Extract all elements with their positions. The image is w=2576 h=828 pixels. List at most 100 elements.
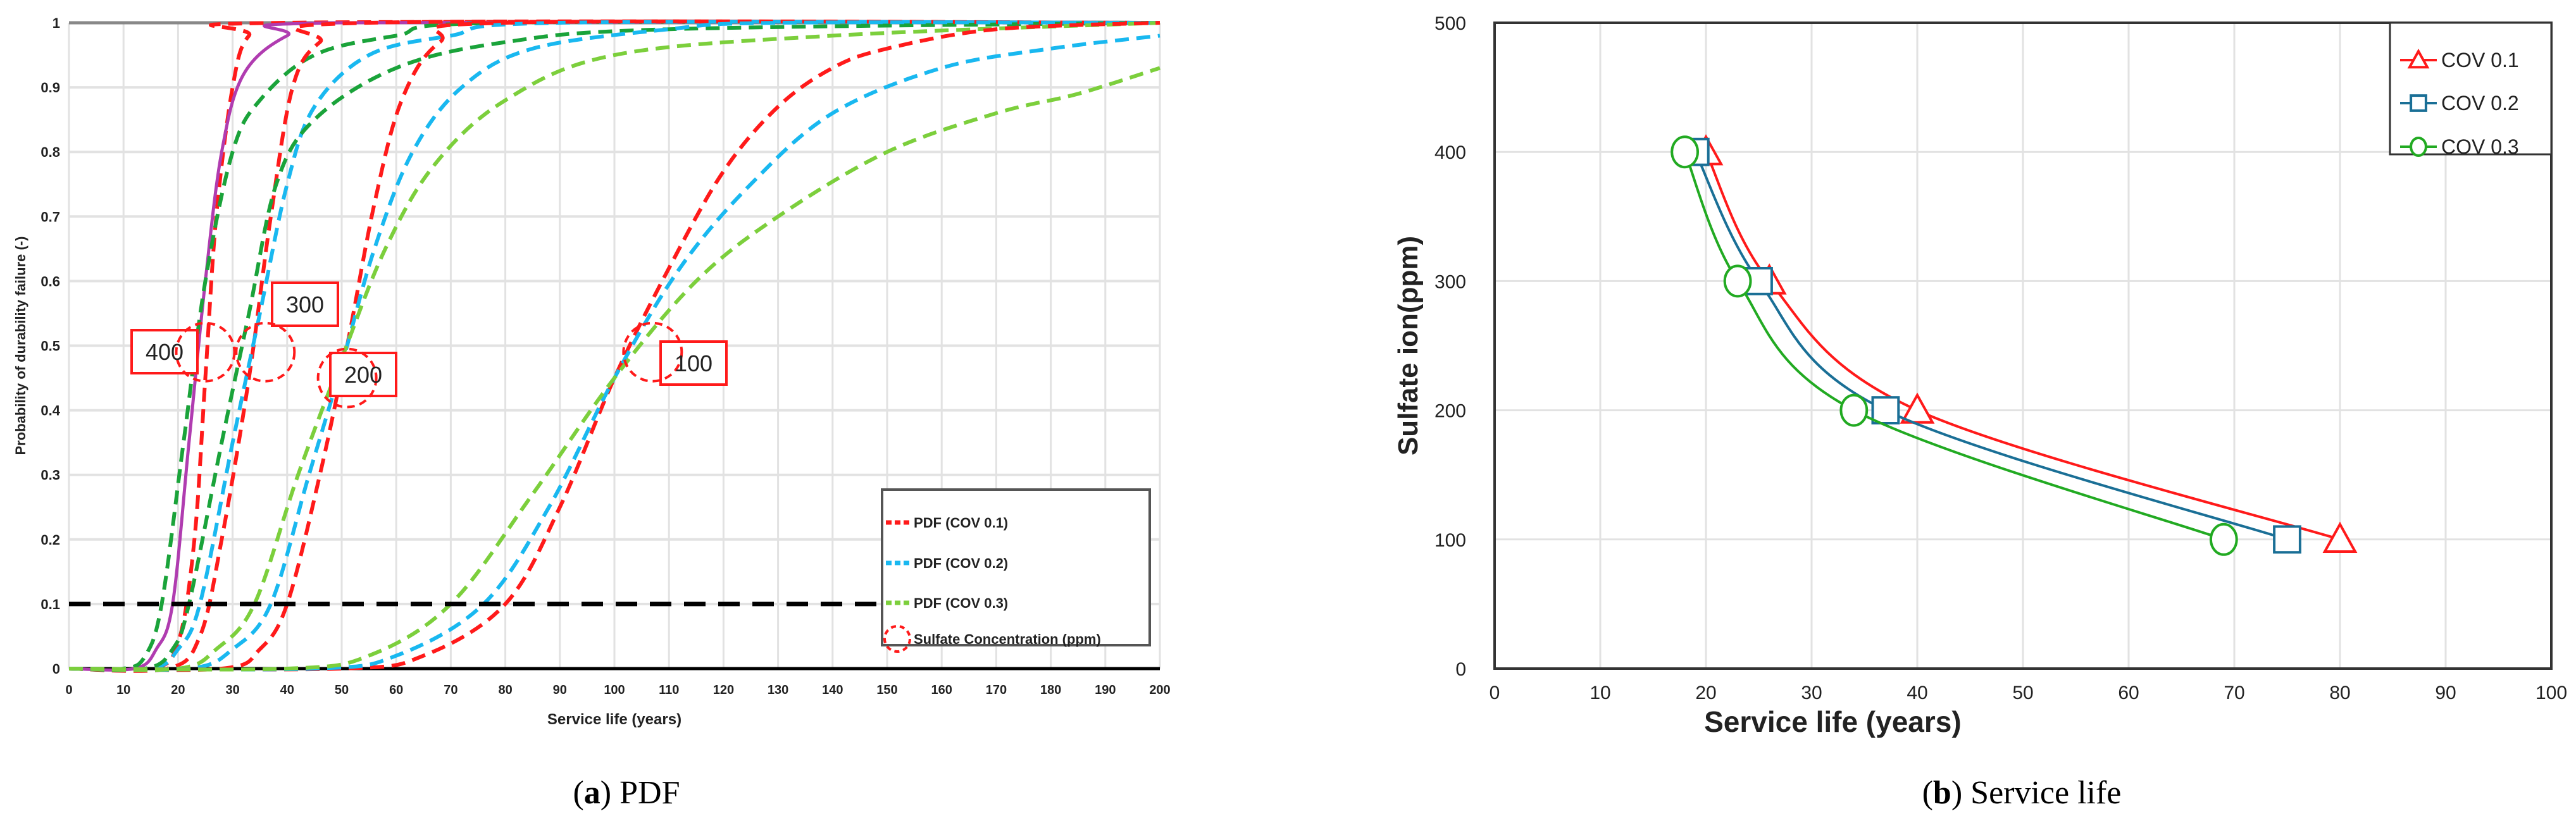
legend-label: PDF (COV 0.1) (914, 515, 1008, 531)
x-tick-label: 100 (604, 683, 625, 697)
x-tick-label: 90 (553, 683, 567, 697)
x-tick-label: 50 (335, 683, 349, 697)
series-line-400-ppm-cov-0-3 (68, 20, 1160, 672)
legend: PDF (COV 0.1) PDF (COV 0.2) PDF (COV 0.3) S… (881, 488, 1151, 653)
y-tick-label: 0.3 (40, 467, 60, 483)
y-tick-label: 200 (1434, 401, 1466, 422)
caption-a: (a) PDF (573, 775, 680, 811)
annotation-circle (175, 321, 236, 383)
annotation-label: 300 (286, 292, 324, 318)
x-tick-label: 20 (171, 683, 185, 697)
y-tick-label: 0 (53, 661, 60, 677)
y-tick-label: 0.2 (40, 532, 60, 548)
annotation-label: 100 (675, 350, 712, 376)
x-tick-label: 70 (2224, 683, 2244, 703)
series-line-cov-0-2 (1694, 151, 2288, 541)
y-tick-label: 400 (1434, 142, 1466, 163)
y-tick-label: 0.1 (40, 596, 60, 612)
annotation-circle (316, 347, 378, 409)
circle-marker (1839, 393, 1869, 427)
series-line-200-ppm-cov-0-2 (68, 20, 1160, 672)
x-tick-label: 190 (1095, 683, 1116, 697)
series-line-100-ppm-cov-0-2 (68, 34, 1160, 672)
legend-box (2389, 22, 2553, 156)
chart-b-service-life: 0 10 20 30 40 50 60 70 80 90 100 0 100 200 300 400 500 Se… (1393, 13, 2567, 738)
legend-label: PDF (COV 0.2) (914, 555, 1008, 571)
annotation-box (659, 340, 728, 386)
y-tick-label: 0.9 (40, 80, 60, 96)
legend-label: Sulfate Concentration (ppm) (914, 631, 1101, 647)
y-tick-label: 300 (1434, 271, 1466, 292)
x-tick-label: 130 (768, 683, 788, 697)
legend-circle-icon (883, 625, 911, 653)
series-line-300-ppm-cov-0-2 (68, 20, 1160, 672)
annotation-box (271, 281, 339, 327)
square-marker (2273, 525, 2301, 554)
x-tick-label: 110 (659, 683, 679, 697)
x-tick-label: 30 (1801, 683, 1822, 703)
x-tick-label: 30 (225, 683, 239, 697)
caption-b-letter: b (1933, 775, 1951, 811)
series-line-300-ppm-cov-0-3 (68, 21, 1160, 672)
annotation-label: 200 (344, 362, 382, 388)
x-tick-label: 140 (822, 683, 843, 697)
x-tick-label: 150 (876, 683, 897, 697)
y-tick-label: 0.8 (40, 144, 60, 160)
series-line-100-ppm-cov-0-3 (68, 66, 1160, 672)
series-line-cov-0-1 (1705, 151, 2341, 541)
chart-a-pdf: 0 10 20 30 40 50 60 70 80 90 100 110 120 130 140 150 160… (13, 15, 1171, 728)
y-axis-title: Probability of durability failure (-) (13, 237, 28, 455)
plot-border (1493, 22, 2553, 670)
y-tick-label: 1 (53, 15, 60, 31)
circle-marker (1671, 135, 1700, 169)
y-tick-label: 0.7 (40, 209, 60, 225)
legend-label: COV 0.1 (2441, 49, 2519, 71)
annotation-box (130, 329, 199, 374)
x-tick-label: 70 (444, 683, 457, 697)
caption-b-text: Service life (1970, 775, 2121, 811)
triangle-marker (2407, 48, 2430, 69)
triangle-marker (2322, 521, 2358, 553)
y-tick-label: 0.4 (40, 403, 60, 419)
series-line-cov-0-3 (1683, 151, 2224, 541)
circle-marker (1723, 264, 1752, 298)
x-tick-label: 0 (65, 683, 72, 697)
triangle-marker (1900, 392, 1935, 424)
caption-a-letter: a (584, 775, 600, 811)
y-tick-label: 0 (1455, 659, 1466, 680)
x-tick-label: 90 (2435, 683, 2456, 703)
annotation-label: 400 (146, 339, 184, 365)
x-axis-title: Service life (years) (1704, 705, 1962, 738)
square-marker (1871, 396, 1900, 425)
x-tick-label: 50 (2012, 683, 2033, 703)
y-tick-label: 100 (1434, 530, 1466, 551)
legend: COV 0.1 COV 0.2 COV 0.3 (2389, 22, 2553, 158)
circle-marker (2410, 137, 2427, 157)
x-tick-label: 160 (931, 683, 952, 697)
series-line-200-ppm-cov-0-1 (68, 19, 1160, 672)
x-tick-label: 170 (986, 683, 1007, 697)
annotation-circle (235, 321, 296, 383)
x-tick-label: 180 (1040, 683, 1061, 697)
x-tick-label: 60 (2118, 683, 2139, 703)
x-tick-label: 60 (389, 683, 403, 697)
y-tick-label: 500 (1434, 13, 1466, 34)
y-tick-label: 0.5 (40, 338, 60, 354)
circle-marker (2209, 522, 2238, 556)
x-tick-label: 80 (498, 683, 512, 697)
y-tick-label: 0.6 (40, 273, 60, 289)
x-tick-label: 10 (1590, 683, 1610, 703)
series-line-100-ppm-cov-0-1 (68, 21, 1160, 672)
x-tick-label: 80 (2329, 683, 2350, 703)
x-tick-label: 20 (1695, 683, 1716, 703)
annotation-circle (622, 321, 683, 383)
legend-label: COV 0.3 (2441, 135, 2519, 158)
caption-a-text: PDF (619, 775, 680, 811)
legend-label: PDF (COV 0.3) (914, 595, 1008, 611)
caption-b: (b) Service life (1922, 775, 2122, 811)
y-axis-title: Sulfate ion(ppm) (1393, 236, 1424, 455)
x-tick-label: 100 (2536, 683, 2567, 703)
x-tick-label: 40 (280, 683, 294, 697)
x-tick-label: 0 (1490, 683, 1500, 703)
